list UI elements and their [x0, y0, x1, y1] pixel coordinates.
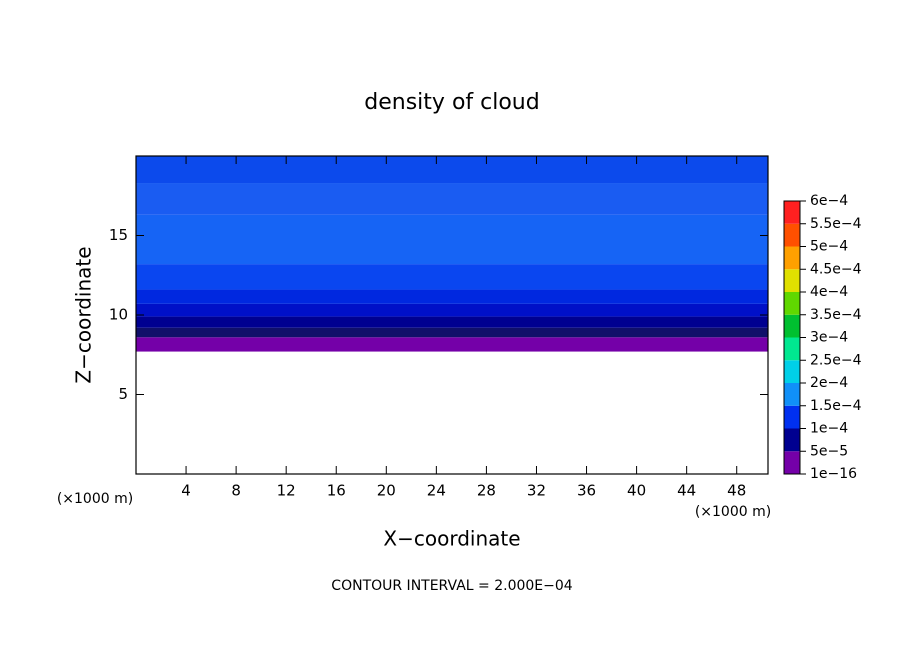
x-tick-label: 48: [727, 482, 746, 500]
chart-title: density of cloud: [364, 90, 539, 115]
colorbar-label: 5e−4: [810, 239, 848, 255]
colorbar-segment: [784, 337, 800, 361]
contour-band: [136, 156, 768, 184]
colorbar-segment: [784, 314, 800, 338]
x-tick-label: 24: [427, 482, 446, 500]
colorbar-label: 1e−4: [810, 421, 848, 437]
x-tick-label: 16: [327, 482, 346, 500]
x-tick-label: 40: [627, 482, 646, 500]
contour-band: [136, 303, 768, 317]
x-tick-label: 4: [181, 482, 191, 500]
colorbar-segment: [784, 246, 800, 270]
contour-band: [136, 264, 768, 290]
colorbar-segment: [784, 360, 800, 383]
colorbar-segment: [784, 223, 800, 247]
colorbar-label: 5e−5: [810, 443, 848, 459]
y-tick-label: 15: [109, 226, 128, 244]
footnote: CONTOUR INTERVAL = 2.000E−04: [331, 578, 572, 594]
colorbar-segment: [784, 201, 800, 224]
x-tick-label: 28: [477, 482, 496, 500]
contour-band: [136, 337, 768, 352]
x-unit-label: (×1000 m): [695, 504, 771, 520]
colorbar-label: 2e−4: [810, 375, 848, 391]
colorbar-label: 4e−4: [810, 284, 848, 300]
colorbar-label: 5.5e−4: [810, 216, 862, 232]
x-tick-label: 44: [677, 482, 696, 500]
colorbar-segment: [784, 383, 800, 406]
contour-band: [136, 214, 768, 265]
contour-band: [136, 289, 768, 304]
x-tick-label: 36: [577, 482, 596, 500]
colorbar-segment: [784, 405, 800, 429]
x-tick-label: 8: [231, 482, 241, 500]
colorbar-segment: [784, 292, 800, 315]
colorbar-label: 3e−4: [810, 330, 848, 346]
y-axis-label: Z−coordinate: [72, 246, 96, 383]
x-unit-label: (×1000 m): [57, 491, 133, 507]
contour-band: [136, 327, 768, 338]
colorbar-label: 1.5e−4: [810, 398, 862, 414]
contour-band: [136, 316, 768, 328]
x-tick-label: 20: [377, 482, 396, 500]
colorbar-label: 4.5e−4: [810, 261, 862, 277]
colorbar-segment: [784, 451, 800, 474]
y-tick-label: 5: [118, 385, 128, 403]
colorbar-label: 2.5e−4: [810, 352, 862, 368]
colorbar-label: 3.5e−4: [810, 307, 862, 323]
y-tick-label: 10: [109, 306, 128, 324]
x-axis-label: X−coordinate: [383, 527, 520, 551]
contour-band: [136, 183, 768, 215]
x-tick-label: 32: [527, 482, 546, 500]
colorbar-segment: [784, 428, 800, 452]
x-tick-label: 12: [277, 482, 296, 500]
colorbar-label: 1e−16: [810, 466, 857, 482]
colorbar-segment: [784, 269, 800, 292]
colorbar-label: 6e−4: [810, 193, 848, 209]
